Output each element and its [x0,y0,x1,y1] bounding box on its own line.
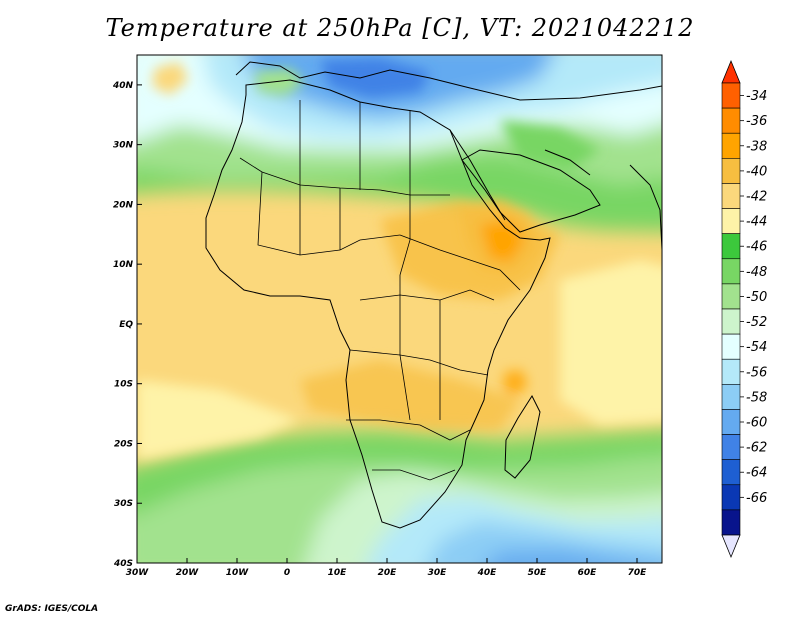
colorbar-bottom-arrow [721,534,741,559]
map-title: Temperature at 250hPa [C], VT: 202104221… [105,14,695,42]
lat-tick-label: 40S [113,559,133,569]
plot-frame [136,54,663,564]
colorbar-box [721,358,741,385]
colorbar-box [721,258,741,285]
colorbar-box [721,107,741,134]
colorbar-box [721,308,741,335]
colorbar-label: -48 [746,265,767,280]
colorbar-label: -36 [746,114,767,129]
field-yellow-southatl [137,380,300,460]
colorbar-box [721,183,741,209]
colorbar-label: -60 [746,416,767,431]
lon-tick-label: 30W [126,568,150,578]
colorbar-label: -34 [746,89,767,104]
colorbar-label: -42 [746,190,767,205]
coastlines [205,61,662,529]
colorbar-label: -38 [746,139,767,154]
colorbar: -34 -36 -38 -40 -42 -44 -46 -48 -50 -52 -54 -56 -58 -… [721,59,767,559]
colorbar-label: -46 [746,240,767,255]
colorbar-label: -52 [746,315,767,330]
lon-tick-label: 20E [378,568,398,578]
colorbar-label: -50 [746,290,767,305]
map-axes: 30W 20W 10W 0 10E 20E 30E 40E 50E 60E 70E 40N 30N 20N… [112,81,647,578]
madagascar-coastline [504,394,541,479]
field-band-south-deep [428,522,662,563]
colorbar-label: -44 [746,215,767,230]
lon-tick-label: 20W [176,568,200,578]
lat-tick-label: 30N [113,141,134,151]
colorbar-box [721,509,741,536]
temperature-field [137,55,662,563]
colorbar-box [721,409,741,435]
india-coastline [629,164,662,251]
field-warmest-horn [480,220,525,262]
colorbar-box [721,208,741,234]
lon-tick-label: 70E [628,568,648,578]
field-warm-south [300,360,520,430]
persian-gulf [544,149,591,176]
colorbar-box [721,82,741,109]
lon-tick-label: 50E [528,568,548,578]
country-borders [239,100,521,481]
lat-tick-label: 20S [114,439,133,449]
lat-tick-label: 30S [114,499,133,509]
colorbar-label: -54 [746,340,767,355]
colorbar-label: -64 [746,466,767,481]
lat-tick-label: EQ [119,320,133,330]
lat-tick-label: 10S [114,380,133,390]
colorbar-label: -62 [746,441,767,456]
field-arabia-green [500,120,600,170]
colorbar-box [721,484,741,511]
colorbar-box [721,459,741,486]
field-warm-madagascar [503,370,528,396]
colorbar-top-arrow [721,59,741,84]
colorbar-box [721,158,741,184]
lat-tick-label: 10N [113,260,134,270]
colorbar-label: -58 [746,390,767,405]
lon-tick-label: 60E [578,568,598,578]
colorbar-box [721,283,741,310]
africa-coastline [205,79,551,529]
lon-tick-label: 0 [284,568,290,578]
colorbar-label: -56 [746,365,767,380]
field-green-iberia [255,68,305,96]
colorbar-box [721,333,741,360]
europe-coastline [235,61,662,101]
colorbar-box [721,132,741,159]
lon-tick-label: 10E [328,568,348,578]
field-cold-azores [152,62,188,95]
colorbar-label: -66 [746,491,767,506]
lat-tick-label: 40N [112,81,134,91]
red-sea [449,129,506,221]
lon-tick-label: 30E [428,568,448,578]
field-band-south-deeper [488,550,655,563]
field-yellow-east [560,260,662,425]
lon-tick-label: 10W [226,568,250,578]
lon-tick-label: 40E [477,568,498,578]
credit-text: GrADS: IGES/COLA [5,604,99,614]
field-cold-med [320,58,430,98]
colorbar-box [721,384,741,410]
colorbar-box [721,434,741,460]
colorbar-label: -40 [746,164,767,179]
colorbar-box [721,233,741,260]
lat-tick-label: 20N [113,200,134,210]
